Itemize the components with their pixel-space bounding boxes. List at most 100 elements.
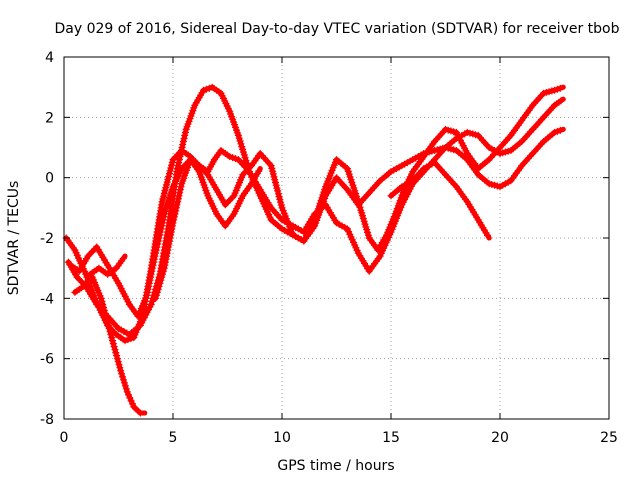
data-point [366, 235, 372, 241]
data-point [116, 280, 121, 286]
data-point [410, 169, 416, 175]
data-point [227, 108, 233, 114]
data-point [170, 157, 176, 163]
data-point [464, 199, 470, 205]
data-point [301, 229, 307, 235]
data-point [135, 313, 141, 319]
data-point [497, 151, 503, 156]
data-point [464, 151, 470, 156]
y-tick-label: -4 [40, 291, 54, 307]
data-point [179, 166, 185, 172]
data-point [249, 163, 254, 169]
series-track-f [152, 156, 263, 302]
data-point [122, 338, 128, 344]
data-point [196, 169, 202, 175]
data-point [377, 178, 383, 184]
data-point [268, 163, 274, 169]
data-point [214, 211, 220, 217]
data-point [486, 145, 492, 150]
x-tick-label: 15 [382, 430, 400, 446]
data-point [475, 132, 481, 138]
data-point [519, 163, 525, 169]
data-point [116, 326, 121, 331]
data-point [344, 226, 350, 232]
data-point [377, 253, 383, 259]
data-point [530, 151, 536, 156]
data-point [235, 132, 241, 138]
data-point [366, 268, 372, 274]
data-point [344, 166, 350, 172]
data-point [432, 139, 438, 144]
y-tick-label: -2 [40, 231, 54, 247]
data-point [81, 283, 87, 289]
data-point [240, 193, 246, 199]
data-point [399, 202, 405, 208]
data-point [85, 253, 91, 259]
data-point [96, 265, 102, 271]
data-point [222, 202, 228, 208]
series-track-e [86, 253, 128, 278]
data-point [153, 295, 159, 301]
data-point [541, 114, 547, 120]
data-point [519, 117, 525, 123]
y-axis-label: SDTVAR / TECUs [6, 181, 22, 296]
data-point [98, 295, 104, 301]
data-point [323, 193, 329, 199]
data-point [301, 238, 307, 244]
data-point [209, 84, 215, 90]
data-point [312, 223, 318, 229]
series-track-d [71, 273, 148, 417]
data-point [170, 220, 176, 226]
x-tick-label: 20 [491, 430, 509, 446]
data-point [76, 268, 82, 274]
data-point [530, 102, 536, 108]
series-line [72, 274, 148, 416]
data-point [161, 211, 167, 217]
data-point [464, 157, 470, 163]
data-point [122, 253, 128, 259]
data-point [486, 235, 492, 241]
data-point [72, 289, 78, 295]
y-tick-label: 2 [45, 110, 54, 126]
data-point [410, 178, 416, 184]
data-point [131, 335, 137, 341]
data-point [453, 129, 459, 135]
data-point [74, 274, 80, 280]
data-point [421, 151, 427, 156]
data-point [388, 193, 394, 199]
data-point [235, 157, 241, 163]
data-point [201, 87, 206, 93]
data-point [552, 129, 557, 135]
data-point [72, 247, 78, 253]
data-point [541, 139, 547, 144]
series-markers [71, 273, 144, 417]
data-point [421, 166, 427, 172]
data-point [268, 205, 274, 211]
data-point [105, 262, 111, 268]
data-point [113, 332, 119, 337]
data-point [231, 211, 237, 217]
data-point [214, 187, 220, 193]
data-point [218, 148, 224, 153]
tick-layer: 0 5 10 15 20 25 -8 -6 -4 -2 0 2 4 [40, 50, 618, 446]
data-point [105, 320, 111, 325]
data-point [257, 187, 263, 193]
data-point [126, 301, 132, 307]
data-point [279, 205, 285, 211]
data-point [94, 301, 100, 307]
data-point [334, 157, 339, 163]
data-point [279, 226, 285, 232]
data-point [560, 126, 566, 132]
data-point [388, 229, 394, 235]
data-point [113, 265, 119, 271]
data-point [366, 190, 372, 196]
data-point [231, 193, 237, 199]
x-tick-label: 10 [273, 430, 291, 446]
data-point [137, 410, 143, 416]
data-point [399, 184, 405, 190]
data-point [111, 344, 117, 350]
data-point [399, 163, 405, 169]
data-point [240, 172, 246, 178]
data-point [83, 271, 89, 277]
